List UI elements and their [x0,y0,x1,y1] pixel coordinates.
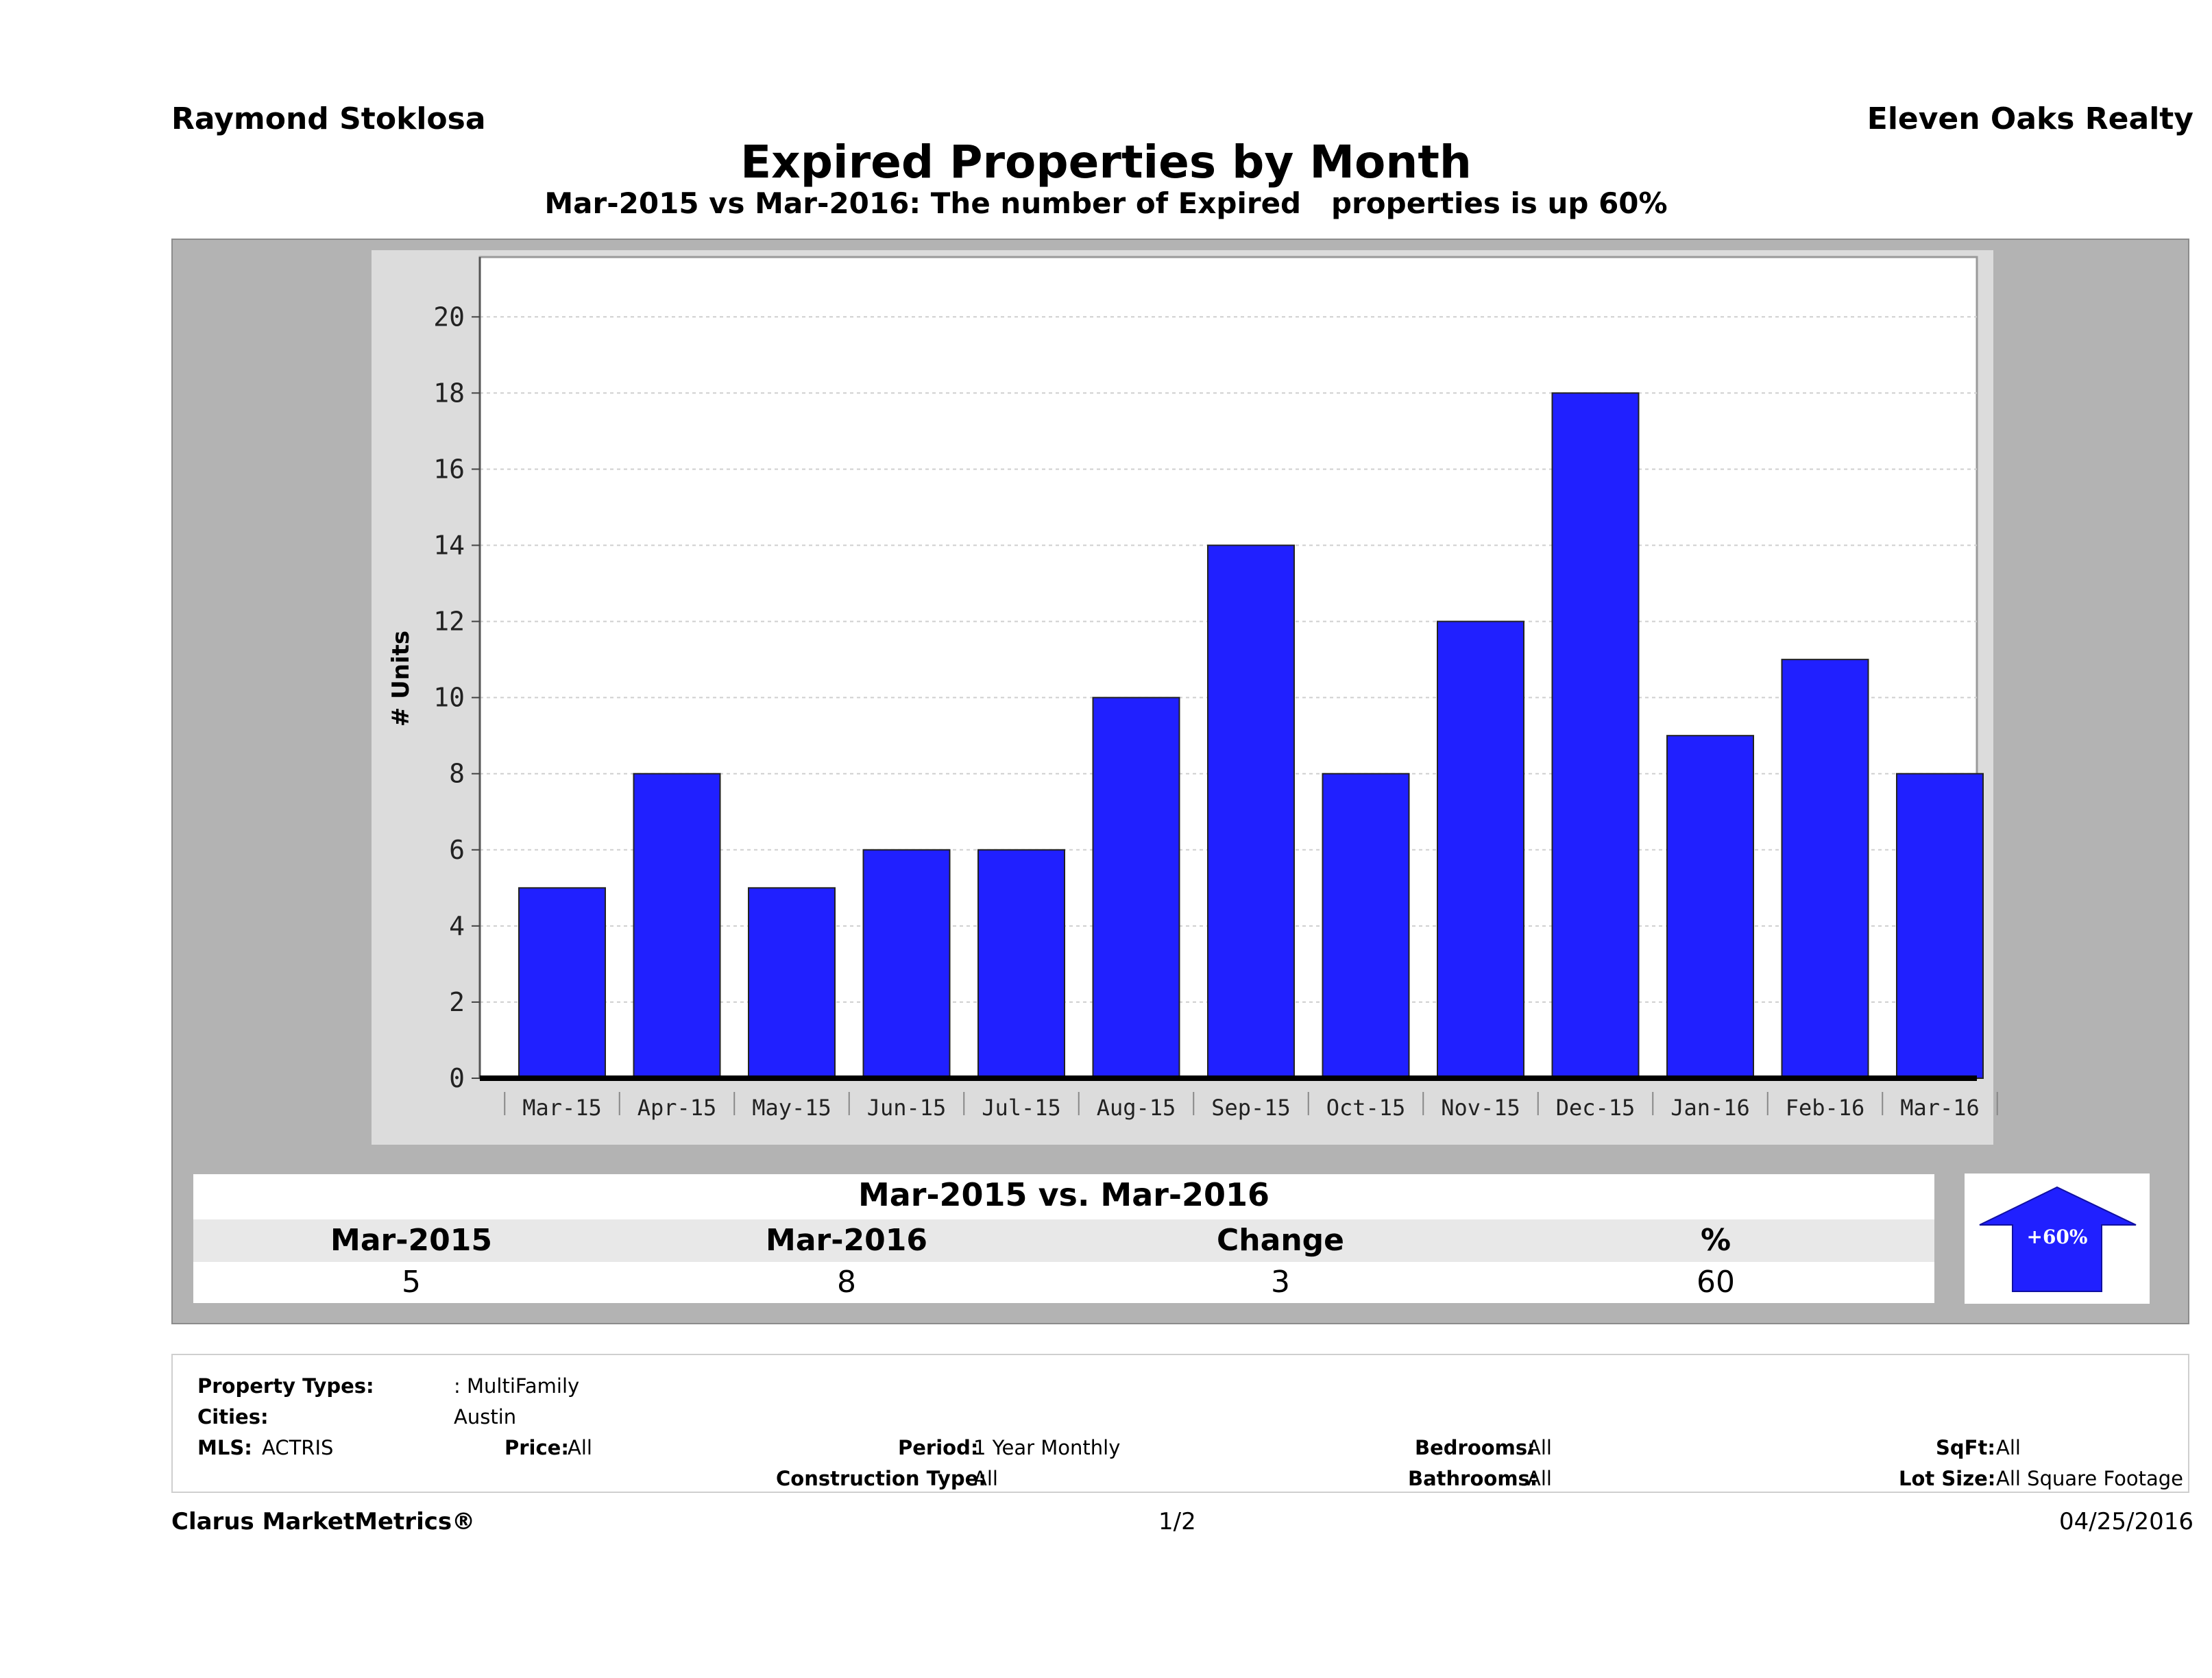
filter-label: Property Types: [197,1374,374,1398]
filter-value: All [1527,1467,1552,1490]
x-tick-label: Feb-16 [1786,1095,1865,1121]
x-tick-label: Jul-15 [982,1095,1061,1121]
y-tick-label: 2 [449,987,465,1017]
y-tick-label: 10 [433,683,465,713]
bar [1781,659,1869,1079]
filter-label: SqFt: [1936,1436,1995,1459]
y-tick-label: 16 [433,454,465,484]
filter-label: MLS: [197,1436,252,1459]
y-tick-label: 4 [449,911,465,941]
comparison-header: Change [1217,1223,1344,1258]
x-tick-label: Apr-15 [637,1095,717,1121]
bar [1322,773,1410,1080]
filter-label: Bathrooms: [1408,1467,1538,1490]
bar [1207,544,1295,1079]
comparison-value: 60 [1697,1265,1735,1300]
company-name: Eleven Oaks Realty [1867,101,2193,136]
bar [1551,392,1640,1080]
y-tick-label: 8 [449,759,465,789]
y-tick-label: 14 [433,531,465,561]
bar [1092,696,1180,1079]
filter-value: All Square Footage [1996,1467,2184,1490]
filter-value: All [568,1436,592,1459]
bar [1437,620,1524,1079]
filter-label: Price: [505,1436,569,1459]
comparison-header: % [1700,1223,1731,1258]
x-tick-label: Dec-15 [1556,1095,1636,1121]
x-tick-label: Aug-15 [1097,1095,1176,1121]
comparison-value: 3 [1271,1265,1290,1300]
x-tick-label: Mar-15 [522,1095,602,1121]
y-tick-label: 6 [449,835,465,865]
filter-summary: Property Types: : MultiFamily Cities: Au… [171,1354,2189,1493]
comparison-value: 5 [402,1265,421,1300]
y-tick-label: 20 [433,302,465,332]
bar [748,887,836,1079]
filter-value: 1 Year Monthly [973,1436,1121,1459]
comparison-header: Mar-2015 [330,1223,492,1258]
page-subtitle: Mar-2015 vs Mar-2016: The number of Expi… [544,186,1668,220]
y-axis-label: # Units [387,631,415,727]
bar [633,773,721,1080]
filter-value: All [973,1467,998,1490]
comparison-header: Mar-2016 [766,1223,927,1258]
filter-label: Cities: [197,1405,269,1428]
filter-label: Bedrooms: [1415,1436,1535,1459]
filter-label: Construction Type: [776,1467,986,1490]
bar [862,849,951,1079]
filter-value: : MultiFamily [454,1374,580,1398]
change-badge-label: +60% [2026,1226,2087,1248]
y-tick-label: 0 [449,1063,465,1093]
x-tick-label: Nov-15 [1441,1095,1520,1121]
x-tick-label: Oct-15 [1326,1095,1406,1121]
x-tick-label: Jan-16 [1670,1095,1750,1121]
bar [977,849,1065,1079]
change-badge: +60% [1965,1174,2150,1304]
filter-value: All [1527,1436,1552,1459]
x-tick-label: Mar-16 [1900,1095,1980,1121]
bar [1896,773,1984,1080]
report-date: 04/25/2016 [2059,1508,2193,1535]
filter-value: ACTRIS [262,1436,334,1459]
filter-value: All [1996,1436,2021,1459]
filter-value: Austin [454,1405,517,1428]
agent-name: Raymond Stoklosa [171,101,486,136]
bar [518,887,606,1079]
footer-brand: Clarus MarketMetrics® [171,1508,476,1535]
comparison-title: Mar-2015 vs. Mar-2016 [858,1176,1270,1213]
bar [1666,735,1754,1079]
filter-label: Period: [898,1436,979,1459]
filter-label: Lot Size: [1899,1467,1996,1490]
bar-chart: 0 2 4 6 8 10 12 14 16 18 20 Mar-15 Apr-15 May-15 Jun-… [387,256,1998,1121]
page-title: Expired Properties by Month [740,136,1472,189]
up-arrow-icon: +60% [1979,1186,2137,1292]
y-tick-label: 18 [433,378,465,408]
x-tick-label: May-15 [752,1095,831,1121]
x-tick-label: Sep-15 [1211,1095,1291,1121]
comparison-value: 8 [837,1265,856,1300]
page-number: 1/2 [1158,1508,1196,1535]
y-tick-label: 12 [433,607,465,637]
x-tick-label: Jun-15 [867,1095,947,1121]
